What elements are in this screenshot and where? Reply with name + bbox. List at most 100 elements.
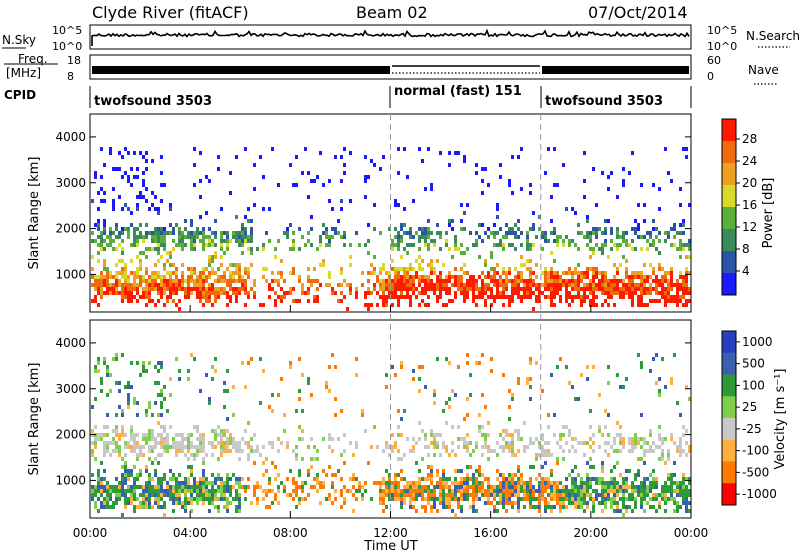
echo-cell (466, 271, 469, 275)
echo-cell (589, 481, 592, 485)
echo-cell (328, 271, 331, 275)
echo-cell (415, 295, 418, 299)
echo-cell (178, 497, 181, 501)
nave-tick-low: 0 (707, 70, 714, 83)
echo-cell (199, 283, 202, 287)
echo-cell (481, 279, 484, 283)
echo-cell (250, 251, 253, 255)
echo-cell (643, 481, 646, 485)
echo-cell (226, 295, 229, 299)
echo-cell (160, 433, 163, 437)
echo-cell (382, 501, 385, 505)
echo-cell (517, 505, 520, 509)
echo-cell (142, 365, 145, 369)
echo-cell (157, 421, 160, 425)
echo-cell (388, 481, 391, 485)
echo-cell (538, 291, 541, 295)
echo-cell (172, 497, 175, 501)
echo-cell (118, 291, 121, 295)
echo-cell (538, 299, 541, 303)
echo-cell (136, 445, 139, 449)
echo-cell (481, 425, 484, 429)
echo-cell (187, 433, 190, 437)
echo-cell (127, 401, 130, 405)
echo-cell (658, 457, 661, 461)
echo-cell (271, 279, 274, 283)
echo-cell (526, 243, 529, 247)
echo-cell (403, 453, 406, 457)
echo-cell (166, 251, 169, 255)
echo-cell (667, 231, 670, 235)
echo-cell (517, 465, 520, 469)
echo-cell (340, 299, 343, 303)
echo-cell (391, 239, 394, 243)
echo-cell (607, 481, 610, 485)
echo-cell (466, 497, 469, 501)
echo-cell (202, 437, 205, 441)
echo-cell (223, 497, 226, 501)
echo-cell (544, 461, 547, 465)
echo-cell (460, 279, 463, 283)
echo-cell (364, 243, 367, 247)
echo-cell (121, 425, 124, 429)
echo-cell (595, 295, 598, 299)
echo-cell (535, 361, 538, 365)
echo-cell (427, 243, 430, 247)
echo-cell (139, 259, 142, 263)
echo-cell (121, 429, 124, 433)
echo-cell (142, 235, 145, 239)
echo-cell (559, 283, 562, 287)
echo-cell (652, 271, 655, 275)
echo-cell (649, 485, 652, 489)
colorbar-swatch (722, 331, 736, 354)
echo-cell (160, 493, 163, 497)
echo-cell (403, 409, 406, 413)
echo-cell (190, 485, 193, 489)
echo-cell (610, 295, 613, 299)
echo-cell (685, 275, 688, 279)
echo-cell (169, 295, 172, 299)
echo-cell (196, 235, 199, 239)
echo-cell (640, 287, 643, 291)
echo-cell (136, 287, 139, 291)
echo-cell (130, 425, 133, 429)
echo-cell (199, 497, 202, 501)
echo-cell (415, 441, 418, 445)
echo-cell (394, 489, 397, 493)
echo-cell (532, 505, 535, 509)
echo-cell (406, 493, 409, 497)
cpid-label: CPID (4, 88, 36, 102)
echo-cell (355, 373, 358, 377)
echo-cell (430, 429, 433, 433)
echo-cell (475, 445, 478, 449)
echo-cell (91, 493, 94, 497)
echo-cell (157, 239, 160, 243)
echo-cell (133, 275, 136, 279)
echo-cell (262, 303, 265, 307)
echo-cell (604, 291, 607, 295)
colorbar-swatch (722, 439, 736, 462)
echo-cell (214, 433, 217, 437)
echo-cell (652, 243, 655, 247)
echo-cell (334, 413, 337, 417)
echo-cell (664, 489, 667, 493)
echo-cell (511, 433, 514, 437)
echo-cell (148, 299, 151, 303)
echo-cell (445, 485, 448, 489)
echo-cell (472, 275, 475, 279)
echo-cell (214, 493, 217, 497)
echo-cell (106, 445, 109, 449)
echo-cell (565, 441, 568, 445)
echo-cell (412, 493, 415, 497)
echo-cell (397, 481, 400, 485)
echo-cell (190, 469, 193, 473)
echo-cell (592, 279, 595, 283)
echo-cell (328, 243, 331, 247)
echo-cell (448, 291, 451, 295)
echo-cell (352, 477, 355, 481)
echo-cell (214, 291, 217, 295)
echo-cell (136, 267, 139, 271)
echo-cell (652, 497, 655, 501)
echo-cell (484, 287, 487, 291)
echo-cell (226, 485, 229, 489)
